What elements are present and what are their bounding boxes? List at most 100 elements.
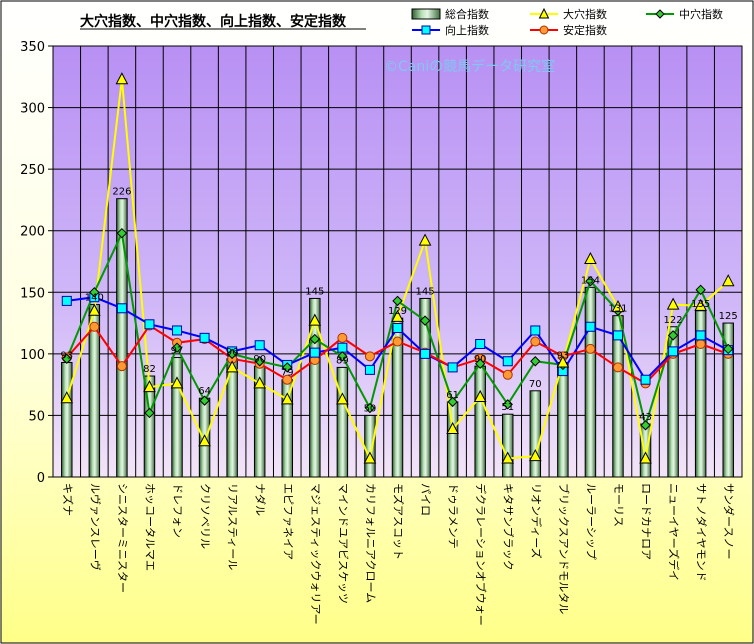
- bar-value-label: 154: [581, 275, 600, 286]
- legend-label: 総合指数: [445, 7, 489, 21]
- bar: [557, 361, 569, 478]
- marker-triangle: [528, 448, 542, 462]
- marker-diamond: [171, 342, 183, 353]
- bar: [502, 413, 514, 478]
- bar: [529, 390, 542, 478]
- category-label: ホッコータルマエ: [143, 483, 156, 571]
- marker-square: [116, 303, 127, 314]
- marker-circle: [502, 369, 513, 380]
- legend-marker-circle: [539, 25, 549, 35]
- axes: 0 50 100 150 200 250 300 350 キズナ ルヴァンスレーヴ シニスターミニス…: [20, 40, 743, 626]
- marker-circle: [116, 361, 127, 372]
- bar-value-label: 64: [198, 386, 211, 397]
- marker-diamond: [61, 353, 72, 364]
- bar: [639, 423, 652, 478]
- legend-marker-diamond: [655, 9, 665, 19]
- marker-triangle: [198, 434, 211, 447]
- marker-triangle: [611, 299, 625, 313]
- bar-value-label: 96: [226, 347, 239, 358]
- bar-value-label: 89: [336, 355, 349, 366]
- bar-value-label: 125: [719, 311, 738, 322]
- marker-square: [695, 330, 706, 341]
- marker-diamond: [474, 358, 486, 369]
- marker-triangle: [721, 274, 735, 287]
- legend-label: 安定指数: [563, 23, 607, 37]
- category-label: シニスターミニスター: [116, 483, 129, 593]
- category-label: リオンディーズ: [529, 483, 543, 559]
- y-tick-label: 50: [28, 409, 45, 424]
- bar-value-label: 131: [608, 304, 627, 315]
- marker-triangle: [115, 72, 129, 85]
- legend-label: 向上指数: [445, 23, 489, 37]
- category-label: ニューイヤーズデイ: [667, 483, 681, 581]
- marker-triangle: [418, 233, 432, 246]
- marker-square: [337, 342, 348, 353]
- marker-square: [447, 362, 458, 373]
- category-label: クリソベリル: [199, 483, 212, 549]
- marker-circle: [530, 336, 541, 347]
- marker-square: [392, 322, 403, 333]
- bar-value-label: 135: [691, 299, 710, 310]
- y-tick-label: 200: [20, 225, 45, 240]
- marker-circle: [364, 351, 375, 362]
- marker-circle: [585, 343, 596, 354]
- marker-triangle: [473, 389, 487, 402]
- marker-diamond: [116, 227, 128, 239]
- y-tick-label: 300: [20, 102, 45, 117]
- category-label: ナダル: [254, 483, 268, 516]
- marker-triangle: [60, 391, 74, 404]
- marker-diamond: [309, 333, 321, 345]
- marker-triangle: [446, 421, 459, 434]
- marker-triangle: [143, 380, 156, 393]
- marker-diamond: [723, 343, 734, 355]
- category-label: サトノダイヤモンド: [695, 483, 709, 582]
- marker-circle: [282, 374, 293, 385]
- marker-diamond: [667, 330, 679, 341]
- marker-diamond: [144, 407, 155, 419]
- marker-triangle: [556, 355, 570, 368]
- marker-diamond: [392, 295, 403, 307]
- marker-square: [530, 325, 541, 336]
- marker-square: [612, 330, 623, 341]
- data-labels: 93 140 226 82 97 64 96 90 79 145 89 50 129 145 61 90 51 7…: [60, 187, 737, 423]
- marker-triangle: [170, 376, 184, 389]
- marker-square: [61, 295, 72, 306]
- y-tick-label: 100: [20, 348, 45, 363]
- marker-square: [172, 325, 183, 336]
- marker-diamond: [530, 356, 541, 367]
- category-label: サンダースノー: [722, 483, 736, 559]
- bar-value-label: 129: [388, 306, 407, 317]
- category-label: マインドユアビスケッツ: [336, 483, 349, 604]
- category-label: リアルスティール: [226, 483, 239, 570]
- category-label: カリフォルニアクローム: [364, 483, 377, 603]
- marker-square: [144, 319, 155, 330]
- marker-diamond: [695, 284, 706, 296]
- bar: [584, 286, 597, 478]
- bar: [336, 366, 349, 478]
- category-label: ルーラーシップ: [584, 483, 597, 560]
- chart-title: 大穴指数、中穴指数、向上指数、安定指数: [80, 13, 347, 30]
- marker-circle: [89, 321, 100, 332]
- marker-triangle: [639, 451, 652, 464]
- marker-triangle: [584, 251, 597, 265]
- marker-triangle: [694, 298, 707, 311]
- marker-square: [309, 347, 320, 358]
- marker-diamond: [226, 348, 238, 360]
- bar-value-label: 122: [664, 315, 683, 326]
- marker-diamond: [585, 275, 596, 287]
- marker-diamond: [89, 287, 100, 298]
- marker-triangle: [501, 451, 515, 464]
- marker-diamond: [254, 356, 265, 367]
- marker-diamond: [337, 351, 348, 362]
- marker-square: [502, 356, 513, 367]
- marker-square: [199, 332, 210, 343]
- marker-square: [364, 364, 375, 375]
- bar-value-label: 51: [501, 402, 514, 413]
- marker-square: [254, 340, 265, 351]
- marker-triangle: [225, 360, 239, 373]
- bar-value-label: 140: [85, 293, 104, 304]
- legend-label: 大穴指数: [563, 7, 607, 21]
